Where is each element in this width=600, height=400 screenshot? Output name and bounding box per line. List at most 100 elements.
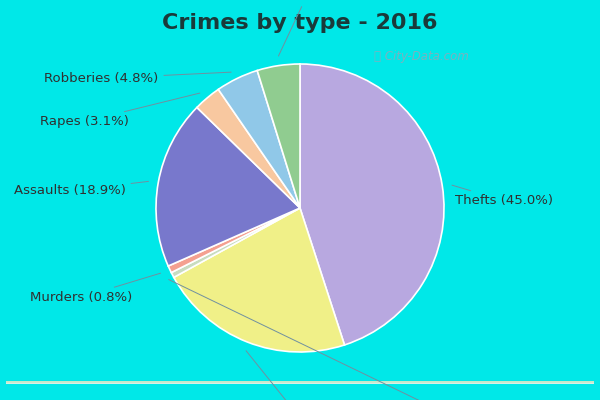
Bar xyxy=(6,381,594,382)
Bar xyxy=(6,382,594,384)
Bar xyxy=(6,382,594,383)
Text: ⓘ City-Data.com: ⓘ City-Data.com xyxy=(374,50,469,63)
Bar xyxy=(6,382,594,383)
Bar xyxy=(6,381,594,383)
Bar xyxy=(6,381,594,383)
Text: Murders (0.8%): Murders (0.8%) xyxy=(30,273,161,304)
Bar xyxy=(6,381,594,383)
Bar xyxy=(6,381,594,383)
Bar xyxy=(6,382,594,384)
Bar xyxy=(6,381,594,383)
Bar xyxy=(6,381,594,382)
Bar xyxy=(6,382,594,384)
Bar xyxy=(6,381,594,383)
Bar xyxy=(6,382,594,384)
Bar xyxy=(6,381,594,382)
Bar xyxy=(6,382,594,384)
Bar xyxy=(6,382,594,384)
Bar xyxy=(6,381,594,383)
Bar xyxy=(6,382,594,384)
Bar xyxy=(6,381,594,383)
Bar xyxy=(6,381,594,383)
Bar xyxy=(6,382,594,384)
Bar xyxy=(6,382,594,383)
Bar xyxy=(6,380,594,382)
Bar xyxy=(6,382,594,384)
Bar xyxy=(6,382,594,384)
Bar xyxy=(6,382,594,384)
Bar xyxy=(6,382,594,383)
Text: Rapes (3.1%): Rapes (3.1%) xyxy=(40,93,200,128)
Bar xyxy=(6,381,594,382)
Bar xyxy=(6,382,594,384)
Bar xyxy=(6,382,594,384)
Bar xyxy=(6,381,594,382)
Bar xyxy=(6,382,594,384)
Bar xyxy=(6,382,594,383)
Bar xyxy=(6,381,594,382)
Bar xyxy=(6,382,594,384)
Bar xyxy=(6,381,594,383)
Bar xyxy=(6,381,594,383)
Bar xyxy=(6,381,594,383)
Bar xyxy=(6,382,594,384)
Bar xyxy=(6,382,594,384)
Bar xyxy=(6,382,594,384)
Bar xyxy=(6,382,594,384)
Bar xyxy=(6,382,594,384)
Bar xyxy=(6,381,594,383)
Bar xyxy=(6,382,594,384)
Bar xyxy=(6,382,594,383)
Bar xyxy=(6,382,594,383)
Bar xyxy=(6,381,594,383)
Bar xyxy=(6,381,594,382)
Bar xyxy=(6,382,594,384)
Bar xyxy=(6,382,594,384)
Bar xyxy=(6,382,594,384)
Bar xyxy=(6,380,594,382)
Bar xyxy=(6,381,594,383)
Bar xyxy=(6,381,594,383)
Bar xyxy=(6,381,594,383)
Bar xyxy=(6,381,594,382)
Bar xyxy=(6,381,594,382)
Bar xyxy=(6,381,594,382)
Wedge shape xyxy=(156,108,300,266)
Bar xyxy=(6,382,594,384)
Bar xyxy=(6,382,594,384)
Text: Robberies (4.8%): Robberies (4.8%) xyxy=(44,72,231,85)
Bar xyxy=(6,381,594,382)
Bar xyxy=(6,382,594,384)
Bar xyxy=(6,382,594,384)
Bar xyxy=(6,382,594,384)
Bar xyxy=(6,380,594,382)
Bar xyxy=(6,381,594,383)
Bar xyxy=(6,382,594,384)
Bar xyxy=(6,382,594,384)
Bar xyxy=(6,382,594,383)
Bar xyxy=(6,381,594,382)
Bar xyxy=(6,382,594,383)
Bar xyxy=(6,382,594,383)
Bar xyxy=(6,381,594,382)
Bar xyxy=(6,381,594,382)
Bar xyxy=(6,381,594,383)
Bar xyxy=(6,382,594,384)
Bar xyxy=(6,381,594,382)
Bar xyxy=(6,382,594,383)
Wedge shape xyxy=(168,208,300,272)
Bar xyxy=(6,382,594,383)
Bar xyxy=(6,381,594,383)
Bar xyxy=(6,380,594,382)
Bar xyxy=(6,382,594,384)
Bar xyxy=(6,380,594,382)
Bar xyxy=(6,381,594,382)
Bar xyxy=(6,382,594,384)
Wedge shape xyxy=(300,64,444,345)
Bar xyxy=(6,381,594,383)
Bar xyxy=(6,380,594,382)
Bar xyxy=(6,382,594,384)
Bar xyxy=(6,381,594,383)
Bar xyxy=(6,382,594,384)
Bar xyxy=(6,382,594,384)
